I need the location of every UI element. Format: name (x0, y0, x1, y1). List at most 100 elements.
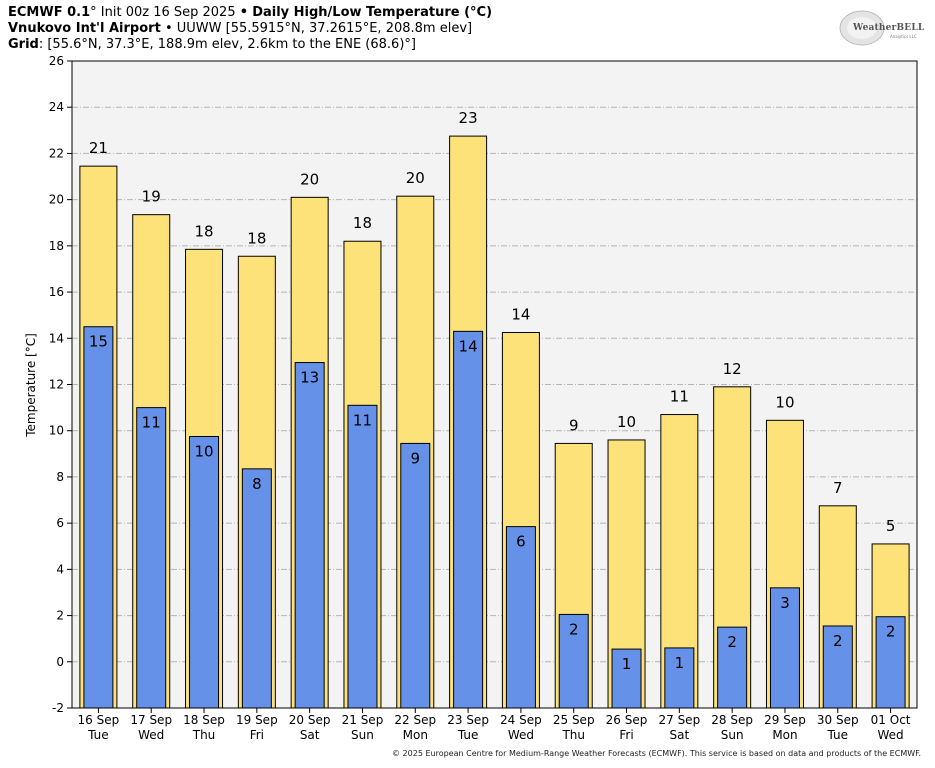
low-temp-bar (505, 526, 536, 709)
weatherbell-logo (839, 10, 885, 46)
high-temp-label: 23 (459, 109, 478, 127)
x-tick-day: Thu (192, 728, 216, 742)
low-temp-label: 2 (727, 633, 737, 651)
station-name: Vnukovo Int'l Airport (8, 21, 161, 36)
low-temp-label: 2 (833, 632, 843, 650)
low-temp-bar (400, 442, 431, 709)
low-temp-bar (83, 326, 114, 709)
station-bullet: • (164, 21, 173, 36)
chart-title-line: ECMWF 0.1° Init 00z 16 Sep 2025 • Daily … (8, 5, 492, 21)
low-temp-label: 1 (675, 654, 685, 672)
low-temp-bar (558, 613, 589, 709)
model-name: ECMWF 0.1 (8, 5, 91, 20)
x-tick-day: Thu (561, 728, 585, 742)
low-temp-label: 8 (252, 475, 262, 493)
x-tick-date: 18 Sep (183, 713, 225, 727)
low-temp-bar (241, 468, 272, 709)
product-title: Daily High/Low Temperature (°C) (252, 5, 493, 20)
y-tick-label: 24 (49, 100, 64, 114)
logo-text: WeatherBELL (853, 23, 925, 33)
y-tick-label: 12 (49, 378, 64, 392)
high-temp-label: 10 (617, 413, 636, 431)
low-temp-label: 14 (459, 337, 478, 355)
y-tick-label: 4 (56, 562, 64, 576)
y-tick-label: 0 (56, 655, 64, 669)
x-tick-day: Tue (457, 728, 479, 742)
x-tick-day: Fri (619, 728, 633, 742)
y-tick-label: 20 (49, 193, 64, 207)
low-temp-label: 6 (516, 533, 526, 551)
x-tick-day: Sat (300, 728, 320, 742)
low-temp-label: 2 (886, 623, 896, 641)
high-temp-label: 7 (833, 479, 843, 497)
y-tick-label: 18 (49, 239, 64, 253)
x-tick-date: 21 Sep (342, 713, 384, 727)
x-tick-date: 23 Sep (447, 713, 489, 727)
high-temp-label: 9 (569, 416, 579, 434)
low-temp-bar (822, 625, 853, 709)
x-tick-date: 01 Oct (871, 713, 911, 727)
high-temp-label: 18 (353, 214, 372, 232)
x-tick-day: Fri (250, 728, 264, 742)
y-tick-label: -2 (52, 701, 64, 715)
station-code: UUWW (176, 21, 222, 36)
copyright-footer: © 2025 European Centre for Medium-Range … (392, 749, 921, 758)
high-temp-label: 19 (142, 188, 161, 206)
x-tick-date: 22 Sep (394, 713, 436, 727)
x-tick-day: Mon (772, 728, 797, 742)
low-temp-bar (453, 330, 484, 709)
high-temp-label: 21 (89, 139, 108, 157)
x-tick-day: Wed (508, 728, 534, 742)
x-tick-date: 28 Sep (711, 713, 753, 727)
station-coords: [55.5915°N, 37.2615°E, 208.8m elev] (225, 21, 473, 36)
low-temp-label: 1 (622, 655, 632, 673)
y-tick-label: 16 (49, 285, 64, 299)
high-temp-label: 14 (511, 306, 530, 324)
x-tick-date: 19 Sep (236, 713, 278, 727)
data-labels: 2115191118101882013181120923141469210111… (89, 109, 896, 673)
x-tick-day: Sun (351, 728, 374, 742)
low-temp-bar (769, 587, 800, 709)
grid-label: Grid (8, 37, 39, 52)
high-temp-label: 20 (406, 169, 425, 187)
low-temp-bar (294, 362, 325, 709)
x-tick-day: Sun (721, 728, 744, 742)
y-tick-label: 2 (56, 609, 64, 623)
x-tick-date: 29 Sep (764, 713, 806, 727)
x-tick-date: 17 Sep (130, 713, 172, 727)
x-tick-day: Tue (87, 728, 109, 742)
bars (79, 135, 910, 709)
y-tick-label: 6 (56, 516, 64, 530)
low-temp-bar (347, 404, 378, 709)
low-temp-label: 11 (353, 411, 372, 429)
x-tick-date: 20 Sep (289, 713, 331, 727)
model-degree: ° (90, 5, 97, 20)
high-temp-label: 11 (670, 388, 689, 406)
low-temp-bar (611, 648, 642, 709)
x-tick-day: Wed (138, 728, 164, 742)
low-temp-label: 3 (780, 594, 790, 612)
grid-info: : [55.6°N, 37.3°E, 188.9m elev, 2.6km to… (38, 37, 416, 52)
low-temp-bar (717, 626, 748, 709)
low-temp-label: 13 (300, 369, 319, 387)
x-tick-date: 25 Sep (553, 713, 595, 727)
high-temp-label: 10 (775, 393, 794, 411)
y-axis-label: Temperature [°C] (24, 333, 38, 438)
y-tick-label: 26 (49, 54, 64, 68)
low-temp-bar (189, 435, 220, 709)
x-tick-day: Sat (670, 728, 690, 742)
station-line: Vnukovo Int'l Airport • UUWW [55.5915°N,… (8, 21, 472, 37)
y-tick-label: 14 (49, 331, 64, 345)
high-temp-label: 12 (723, 360, 742, 378)
x-tick-date: 30 Sep (817, 713, 859, 727)
y-tick-label: 10 (49, 424, 64, 438)
low-temp-label: 15 (89, 333, 108, 351)
x-tick-day: Wed (878, 728, 904, 742)
x-tick-day: Mon (403, 728, 428, 742)
init-time: Init 00z 16 Sep 2025 (100, 5, 236, 20)
logo-subtext: Analytics LLC (890, 34, 917, 39)
title-bullet: • (239, 5, 249, 20)
